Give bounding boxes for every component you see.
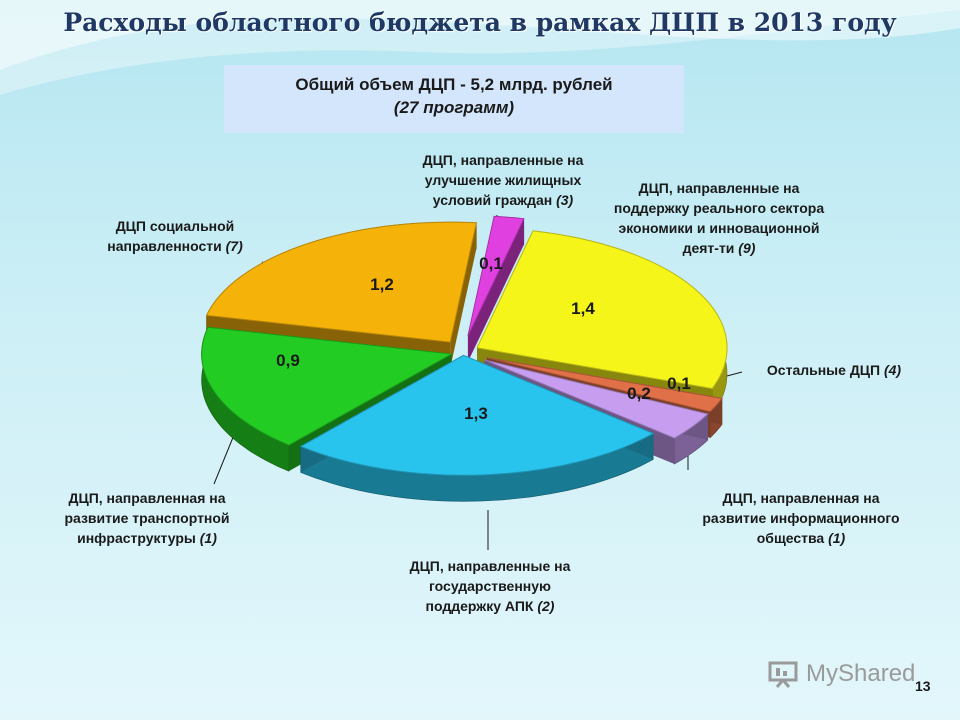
value-apk: 1,3 [464, 404, 488, 423]
summary-programs: (27 программ) [393, 98, 515, 117]
value-social: 1,2 [370, 275, 394, 294]
label-info: ДЦП, направленная на развитие информацио… [696, 488, 906, 548]
label-transport-text: ДЦП, направленная на развитие транспортн… [64, 490, 230, 546]
label-apk: ДЦП, направленные на государственную под… [400, 556, 580, 616]
label-social: ДЦП социальной направленности (7) [90, 216, 260, 256]
label-other-text: Остальные ДЦП [766, 362, 881, 378]
slice-info [484, 359, 709, 439]
presentation-icon [768, 661, 798, 688]
slice-apk [299, 354, 655, 476]
slice-housing [467, 215, 525, 336]
label-real-sector: ДЦП, направленные на поддержку реального… [604, 178, 834, 258]
slice-wall-housing-1 [467, 218, 524, 362]
value-info: 0,2 [627, 384, 651, 403]
label-other: Остальные ДЦП (4) [744, 360, 924, 380]
page-number: 13 [915, 678, 931, 694]
label-housing-count: (3) [556, 192, 574, 208]
slide-title: Расходы областного бюджета в рамках ДЦП … [63, 8, 897, 37]
slice-other [486, 357, 723, 413]
summary-box: Общий объем ДЦП - 5,2 млрд. рублей (27 п… [224, 65, 684, 133]
slice-transport [201, 326, 454, 446]
label-apk-count: (2) [537, 598, 555, 614]
value-other: 0,1 [667, 374, 691, 393]
label-social-count: (7) [225, 238, 243, 254]
label-real-sector-count: (9) [738, 240, 756, 256]
slice-real-sector [476, 230, 728, 390]
label-social-text: ДЦП социальной направленности [107, 218, 235, 254]
leader-line-transport [213, 429, 237, 485]
label-real-sector-text: ДЦП, направленные на поддержку реального… [613, 180, 825, 256]
value-housing: 0,1 [479, 254, 503, 273]
slice-wall-social-1 [450, 222, 477, 369]
value-transport: 0,9 [276, 351, 300, 370]
watermark-text: MyShared [806, 660, 916, 687]
label-housing: ДЦП, направленные на улучшение жилищных … [396, 150, 610, 210]
label-housing-text: ДЦП, направленные на улучшение жилищных … [422, 152, 584, 208]
value-real-sector: 1,4 [571, 299, 595, 318]
summary-total: Общий объем ДЦП - 5,2 млрд. рублей [295, 75, 613, 94]
label-info-count: (1) [828, 530, 846, 546]
watermark: MyShared [768, 656, 928, 696]
slices-top [201, 215, 728, 476]
slice-social [205, 221, 477, 343]
label-transport-count: (1) [199, 530, 217, 546]
label-transport: ДЦП, направленная на развитие транспортн… [52, 488, 242, 548]
label-info-text: ДЦП, направленная на развитие информацио… [702, 490, 900, 546]
label-other-count: (4) [883, 362, 902, 378]
label-apk-text: ДЦП, направленные на государственную под… [409, 558, 571, 614]
